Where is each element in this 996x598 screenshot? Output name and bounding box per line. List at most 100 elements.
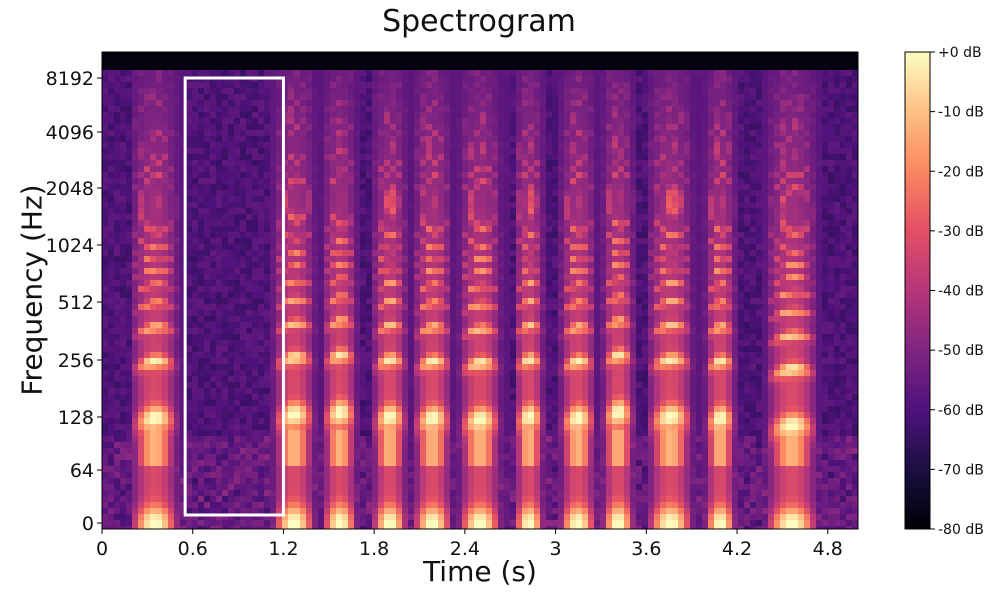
heatmap-cell [234, 214, 241, 221]
heatmap-cell [360, 514, 367, 521]
heatmap-cell [156, 502, 163, 509]
heatmap-cell [468, 226, 475, 233]
heatmap-cell [186, 382, 193, 389]
heatmap-cell [144, 160, 151, 167]
heatmap-cell [300, 310, 307, 317]
heatmap-cell [456, 274, 463, 281]
heatmap-cell [330, 358, 337, 365]
heatmap-cell [438, 400, 445, 407]
heatmap-cell [126, 160, 133, 167]
heatmap-cell [126, 202, 133, 209]
heatmap-cell [348, 256, 355, 263]
heatmap-cell [120, 310, 127, 317]
heatmap-cell [294, 64, 301, 71]
heatmap-cell [192, 196, 199, 203]
heatmap-cell [384, 430, 391, 437]
heatmap-cell [324, 166, 331, 173]
heatmap-cell [378, 112, 385, 119]
heatmap-cell [216, 244, 223, 251]
heatmap-cell [306, 112, 313, 119]
heatmap-cell [150, 304, 157, 311]
heatmap-cell [114, 256, 121, 263]
heatmap-cell [396, 496, 403, 503]
heatmap-cell [270, 310, 277, 317]
heatmap-cell [270, 484, 277, 491]
heatmap-cell [180, 370, 187, 377]
heatmap-cell [246, 136, 253, 143]
heatmap-cell [234, 466, 241, 473]
heatmap-cell [258, 382, 265, 389]
heatmap-cell [378, 280, 385, 287]
heatmap-cell [312, 130, 319, 137]
heatmap-cell [270, 100, 277, 107]
heatmap-cell [318, 388, 325, 395]
heatmap-cell [144, 58, 151, 65]
heatmap-cell [402, 88, 409, 95]
heatmap-cell [294, 406, 301, 413]
heatmap-cell [246, 262, 253, 269]
heatmap-cell [396, 316, 403, 323]
heatmap-cell [456, 214, 463, 221]
heatmap-cell [228, 58, 235, 65]
heatmap-cell [426, 364, 433, 371]
heatmap-cell [102, 250, 109, 257]
heatmap-cell [330, 442, 337, 449]
heatmap-cell [462, 130, 469, 137]
heatmap-cell [420, 322, 427, 329]
heatmap-cell [162, 346, 169, 353]
heatmap-cell [474, 130, 481, 137]
heatmap-cell [162, 58, 169, 65]
heatmap-cell [282, 130, 289, 137]
heatmap-cell [138, 334, 145, 341]
heatmap-cell [216, 208, 223, 215]
heatmap-cell [420, 178, 427, 185]
heatmap-cell [426, 304, 433, 311]
heatmap-cell [138, 154, 145, 161]
heatmap-cell [324, 286, 331, 293]
heatmap-cell [198, 124, 205, 131]
heatmap-cell [216, 280, 223, 287]
heatmap-cell [474, 214, 481, 221]
heatmap-cell [270, 454, 277, 461]
heatmap-cell [378, 442, 385, 449]
heatmap-cell [408, 118, 415, 125]
heatmap-cell [468, 94, 475, 101]
heatmap-cell [462, 64, 469, 71]
heatmap-cell [336, 514, 343, 521]
heatmap-cell [168, 118, 175, 125]
heatmap-cell [468, 490, 475, 497]
heatmap-cell [450, 118, 457, 125]
heatmap-cell [294, 502, 301, 509]
heatmap-cell [204, 322, 211, 329]
heatmap-cell [330, 184, 337, 191]
heatmap-cell [168, 412, 175, 419]
heatmap-cell [462, 178, 469, 185]
heatmap-cell [300, 352, 307, 359]
heatmap-cell [192, 112, 199, 119]
heatmap-cell [432, 466, 439, 473]
heatmap-cell [384, 130, 391, 137]
heatmap-cell [414, 400, 421, 407]
heatmap-cell [456, 130, 463, 137]
heatmap-cell [246, 244, 253, 251]
heatmap-cell [210, 196, 217, 203]
heatmap-cell [306, 100, 313, 107]
heatmap-cell [204, 160, 211, 167]
heatmap-cell [414, 100, 421, 107]
heatmap-cell [102, 376, 109, 383]
heatmap-cell [276, 262, 283, 269]
heatmap-cell [330, 496, 337, 503]
heatmap-cell [252, 286, 259, 293]
heatmap-cell [234, 526, 241, 529]
heatmap-cell [162, 268, 169, 275]
heatmap-cell [180, 196, 187, 203]
heatmap-cell [462, 520, 469, 527]
heatmap-cell [432, 334, 439, 341]
heatmap-cell [174, 364, 181, 371]
heatmap-cell [216, 196, 223, 203]
heatmap-cell [468, 376, 475, 383]
heatmap-cell [390, 418, 397, 425]
heatmap-cell [108, 82, 115, 89]
heatmap-cell [228, 418, 235, 425]
heatmap-cell [456, 292, 463, 299]
